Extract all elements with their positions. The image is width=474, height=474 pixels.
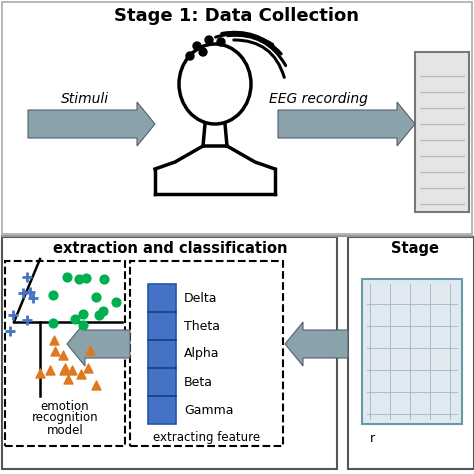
Text: Gamma: Gamma (184, 403, 234, 417)
Text: model: model (46, 423, 83, 437)
Point (77, 370, 85, 378)
Text: emotion: emotion (41, 400, 89, 412)
Polygon shape (278, 102, 415, 146)
Text: Alpha: Alpha (184, 347, 219, 361)
Point (84, 364, 92, 372)
Point (82, 274, 90, 282)
Point (50, 319, 57, 327)
Point (99, 307, 106, 315)
Point (113, 299, 120, 306)
Point (100, 275, 108, 283)
Polygon shape (285, 322, 348, 366)
Point (60, 366, 68, 374)
Text: Theta: Theta (184, 319, 220, 332)
Point (79, 310, 87, 318)
Point (23, 273, 30, 281)
Text: Beta: Beta (184, 375, 213, 389)
Point (6, 327, 14, 335)
Point (75, 275, 82, 283)
Text: Delta: Delta (184, 292, 218, 304)
Bar (2, 2, 472, 234)
Text: Stage 1: Data Collection: Stage 1: Data Collection (115, 7, 359, 25)
Text: r: r (370, 432, 375, 446)
Point (92, 381, 100, 389)
Bar (362, 279, 462, 424)
Point (46, 366, 54, 374)
Point (19, 289, 27, 297)
Circle shape (217, 38, 225, 46)
Bar (148, 284, 176, 424)
Point (92, 294, 100, 301)
Point (59, 351, 67, 359)
Text: EEG recording: EEG recording (269, 92, 367, 106)
Text: extraction and classification: extraction and classification (53, 240, 287, 255)
Circle shape (193, 42, 201, 50)
Circle shape (186, 52, 194, 60)
Bar (5, 261, 125, 446)
Point (29, 295, 36, 302)
Text: Stimuli: Stimuli (61, 92, 109, 106)
Point (69, 366, 76, 374)
Bar (130, 261, 283, 446)
Text: recognition: recognition (32, 411, 98, 425)
Point (9, 312, 17, 319)
Point (23, 316, 30, 324)
Point (71, 315, 79, 323)
Point (50, 336, 58, 344)
Bar (348, 237, 474, 469)
Bar (415, 52, 469, 212)
Point (51, 347, 59, 355)
Point (95, 311, 102, 319)
Point (49, 291, 57, 299)
Point (79, 321, 87, 328)
Circle shape (205, 36, 213, 44)
Point (62, 364, 69, 371)
Bar (2, 237, 337, 469)
Polygon shape (67, 322, 130, 366)
Point (36, 369, 44, 377)
Point (27, 289, 34, 296)
Circle shape (199, 48, 207, 56)
Polygon shape (28, 102, 155, 146)
Point (86, 346, 93, 354)
Point (64, 375, 72, 383)
Text: Stage: Stage (391, 240, 439, 255)
Point (63, 273, 71, 281)
Text: extracting feature: extracting feature (154, 431, 261, 445)
